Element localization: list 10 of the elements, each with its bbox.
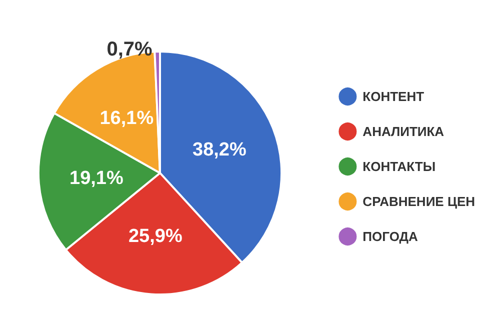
- data-label: 25,9%: [128, 226, 182, 248]
- legend-label: ПОГОДА: [362, 229, 419, 244]
- legend-label: КОНТАКТЫ: [362, 159, 436, 174]
- data-label: 38,2%: [192, 139, 246, 160]
- legend-label: АНАЛИТИКА: [362, 124, 445, 139]
- data-label: 0,7%: [106, 38, 152, 60]
- data-label: 16,1%: [100, 108, 154, 130]
- data-label: 19,1%: [70, 168, 124, 189]
- legend-label: КОНТЕНТ: [362, 89, 424, 104]
- legend-label: СРАВНЕНИЕ ЦЕН: [362, 194, 476, 209]
